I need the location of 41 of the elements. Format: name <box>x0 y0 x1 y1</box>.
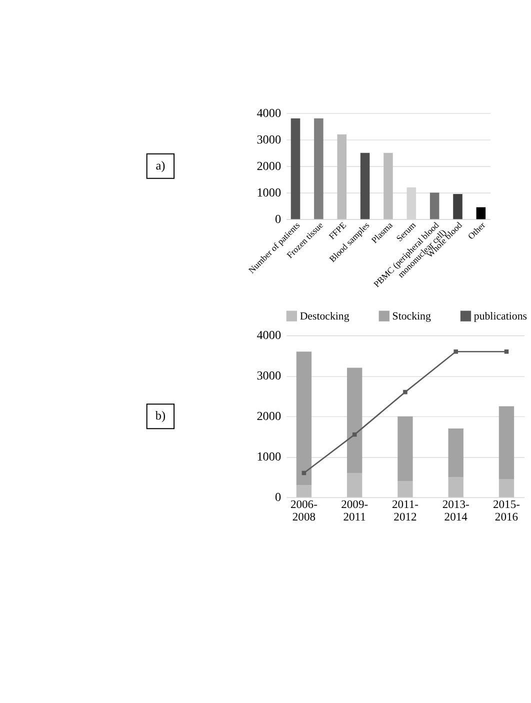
bar <box>296 352 312 486</box>
bar <box>384 152 393 220</box>
y-tick-label: 3000 <box>256 368 282 383</box>
y-tick-label: 2000 <box>256 409 282 424</box>
bar <box>448 428 464 478</box>
point <box>504 349 509 354</box>
x-tick-label: 2009- 2011 <box>341 498 368 524</box>
bar <box>314 118 324 220</box>
bar <box>398 481 413 498</box>
x-tick-label: 2013- 2014 <box>442 498 470 524</box>
bar <box>360 152 370 220</box>
bar <box>476 207 486 220</box>
bar <box>498 479 514 498</box>
bar <box>453 194 462 220</box>
point <box>454 349 458 354</box>
point <box>403 390 408 394</box>
legend-label: Stocking <box>392 310 432 322</box>
y-tick-label: 4000 <box>256 106 282 120</box>
bar <box>337 134 346 220</box>
bar <box>498 406 514 480</box>
bar <box>346 472 362 498</box>
bar <box>448 477 464 498</box>
bar <box>398 416 413 482</box>
y-tick-label: 3000 <box>256 132 282 146</box>
bar <box>346 368 362 473</box>
y-tick-label: 1000 <box>256 185 282 200</box>
text: b) <box>155 408 166 423</box>
bar <box>430 192 440 220</box>
y-tick-label: 0 <box>275 490 282 504</box>
text: a) <box>156 158 166 173</box>
y-tick-label: 4000 <box>256 328 282 342</box>
x-tick-label: 2011- 2012 <box>392 498 419 524</box>
y-tick-label: 2000 <box>256 158 282 173</box>
x-tick-label: 2015- 2016 <box>493 498 520 524</box>
y-tick-label: 0 <box>275 212 282 226</box>
legend-label: Destocking <box>300 310 350 322</box>
bar <box>290 118 300 220</box>
legend-label: publications <box>474 310 527 322</box>
x-tick-label: 2006- 2008 <box>290 498 318 524</box>
y-tick-label: 1000 <box>256 450 282 464</box>
bar <box>296 485 312 498</box>
